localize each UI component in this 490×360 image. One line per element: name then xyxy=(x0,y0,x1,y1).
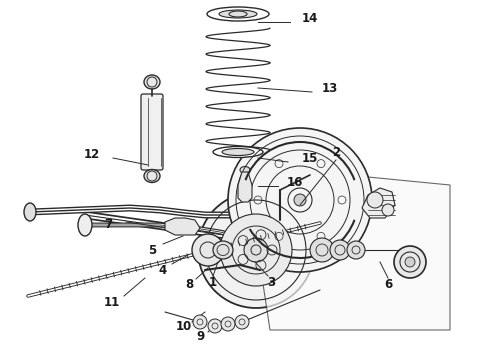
FancyBboxPatch shape xyxy=(141,94,163,170)
Circle shape xyxy=(221,317,235,331)
Circle shape xyxy=(193,315,207,329)
Circle shape xyxy=(310,238,334,262)
Circle shape xyxy=(198,192,314,308)
Circle shape xyxy=(235,315,249,329)
Circle shape xyxy=(192,234,224,266)
Polygon shape xyxy=(165,218,200,235)
Text: 3: 3 xyxy=(267,275,275,288)
Circle shape xyxy=(330,240,350,260)
Text: 2: 2 xyxy=(332,145,340,158)
Circle shape xyxy=(382,204,394,216)
Ellipse shape xyxy=(222,149,254,156)
Circle shape xyxy=(347,241,365,259)
Circle shape xyxy=(220,214,292,286)
Text: 14: 14 xyxy=(302,12,318,24)
Text: 8: 8 xyxy=(185,279,193,292)
Text: 13: 13 xyxy=(322,81,338,95)
Ellipse shape xyxy=(219,10,257,18)
Text: 16: 16 xyxy=(287,176,303,189)
Text: 1: 1 xyxy=(209,275,217,288)
Ellipse shape xyxy=(213,241,233,259)
Text: 7: 7 xyxy=(104,217,112,230)
Text: 4: 4 xyxy=(159,264,167,276)
Text: 15: 15 xyxy=(302,152,318,165)
Text: 10: 10 xyxy=(176,320,192,333)
Polygon shape xyxy=(245,165,450,330)
Circle shape xyxy=(367,192,383,208)
Ellipse shape xyxy=(78,214,92,236)
Circle shape xyxy=(244,238,268,262)
Circle shape xyxy=(394,246,426,278)
Polygon shape xyxy=(362,188,395,218)
Text: 5: 5 xyxy=(148,243,156,257)
Ellipse shape xyxy=(144,170,160,183)
Text: 9: 9 xyxy=(196,329,204,342)
Ellipse shape xyxy=(144,75,160,89)
Circle shape xyxy=(208,319,222,333)
Text: 12: 12 xyxy=(84,148,100,161)
Circle shape xyxy=(405,257,415,267)
Circle shape xyxy=(228,128,372,272)
Circle shape xyxy=(294,194,306,206)
Ellipse shape xyxy=(24,203,36,221)
Ellipse shape xyxy=(213,147,263,158)
Ellipse shape xyxy=(207,7,269,21)
Polygon shape xyxy=(238,172,252,202)
Text: 6: 6 xyxy=(384,279,392,292)
Ellipse shape xyxy=(240,166,250,174)
Text: 11: 11 xyxy=(104,296,120,309)
